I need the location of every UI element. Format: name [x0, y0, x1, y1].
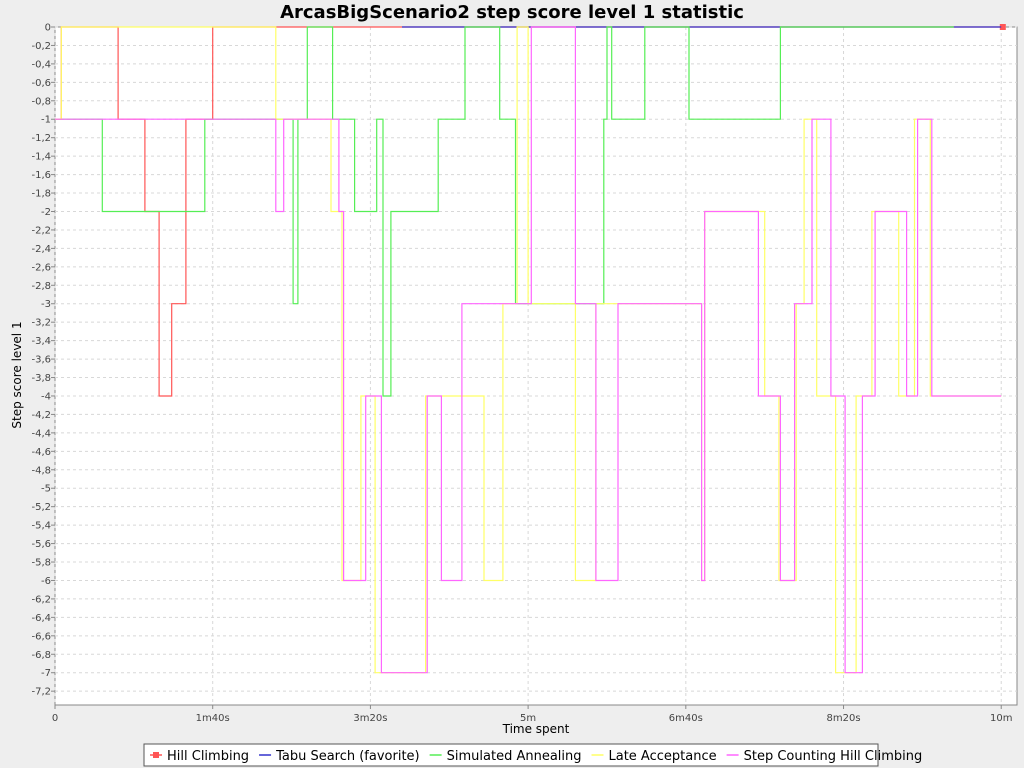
axis-layer: 0 1m40s 3m20s 5m 6m40s 8m20s 10m 0 -0,2 -0,4 -0,6 -… [31, 23, 1012, 725]
y-tick-label: -2,8 [31, 281, 51, 292]
y-tick-label: -6,6 [31, 631, 51, 642]
y-tick-label: -7,2 [31, 687, 51, 698]
y-tick-label: -4,6 [31, 447, 51, 458]
legend-label: Late Acceptance [609, 749, 717, 764]
y-tick-label: -2,2 [31, 225, 51, 236]
y-tick-label: -1,2 [31, 133, 51, 144]
series-line-simulated-annealing [55, 26, 954, 397]
y-axis-title: Step score level 1 [10, 321, 24, 428]
series-line-step-counting-hill-climbing [55, 26, 1002, 674]
x-tick-label: 3m20s [353, 713, 387, 724]
legend: Hill Climbing Tabu Search (favorite) Simul… [143, 743, 923, 767]
y-tick-label: -2 [41, 207, 51, 218]
y-tick-label: -5,8 [31, 558, 51, 569]
grid-layer [54, 26, 1017, 705]
legend-label: Simulated Annealing [447, 749, 582, 764]
y-tick-label: -3,8 [31, 373, 51, 384]
y-tick-label: -0,8 [31, 96, 51, 107]
y-tick-label: -1 [41, 115, 51, 126]
y-tick-label: -4,8 [31, 465, 51, 476]
y-tick-label: -4,2 [31, 410, 51, 421]
plot-area [54, 26, 1018, 706]
y-tick-label: -3 [41, 299, 51, 310]
y-tick-label: -7 [41, 668, 51, 679]
y-tick-label: -1,8 [31, 189, 51, 200]
x-axis-title: Time spent [502, 722, 570, 736]
y-tick-label: -6,2 [31, 594, 51, 605]
y-tick-label: -3,6 [31, 355, 51, 366]
x-tick-label: 5m [520, 713, 536, 724]
y-tick-label: -3,2 [31, 318, 51, 329]
y-tick-label: -4 [41, 391, 51, 402]
y-tick-label: 0 [45, 23, 51, 34]
y-tick-label: -6,4 [31, 613, 51, 624]
x-tick-label: 0 [52, 713, 58, 724]
chart-title: ArcasBigScenario2 step score level 1 sta… [280, 2, 744, 23]
y-tick-label: -5,4 [31, 521, 51, 532]
series-layer [55, 24, 1006, 674]
y-tick-label: -4,4 [31, 428, 51, 439]
legend-label: Step Counting Hill Climbing [744, 749, 923, 764]
y-tick-label: -0,6 [31, 78, 51, 89]
y-tick-label: -0,4 [31, 59, 51, 70]
series-marker [999, 24, 1006, 30]
y-tick-label: -5,2 [31, 502, 51, 513]
y-tick-label: -5 [41, 484, 51, 495]
y-tick-label: -1,6 [31, 170, 51, 181]
y-tick-label: -3,4 [31, 336, 51, 347]
y-tick-label: -6,8 [31, 650, 51, 661]
x-tick-label: 1m40s [196, 713, 230, 724]
y-tick-label: -5,6 [31, 539, 51, 550]
y-tick-label: -1,4 [31, 152, 51, 163]
legend-marker [153, 752, 159, 758]
y-tick-label: -2,6 [31, 262, 51, 273]
legend-box [143, 743, 879, 767]
y-tick-label: -0,2 [31, 41, 51, 52]
x-tick-label: 10m [990, 713, 1012, 724]
x-tick-label: 6m40s [669, 713, 703, 724]
y-tick-label: -6 [41, 576, 51, 587]
y-tick-label: -2,4 [31, 244, 51, 255]
legend-label: Hill Climbing [167, 749, 249, 764]
legend-label: Tabu Search (favorite) [275, 749, 420, 764]
x-tick-label: 8m20s [827, 713, 861, 724]
